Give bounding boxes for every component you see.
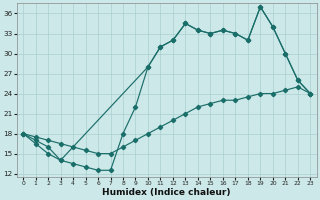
X-axis label: Humidex (Indice chaleur): Humidex (Indice chaleur)	[102, 188, 231, 197]
